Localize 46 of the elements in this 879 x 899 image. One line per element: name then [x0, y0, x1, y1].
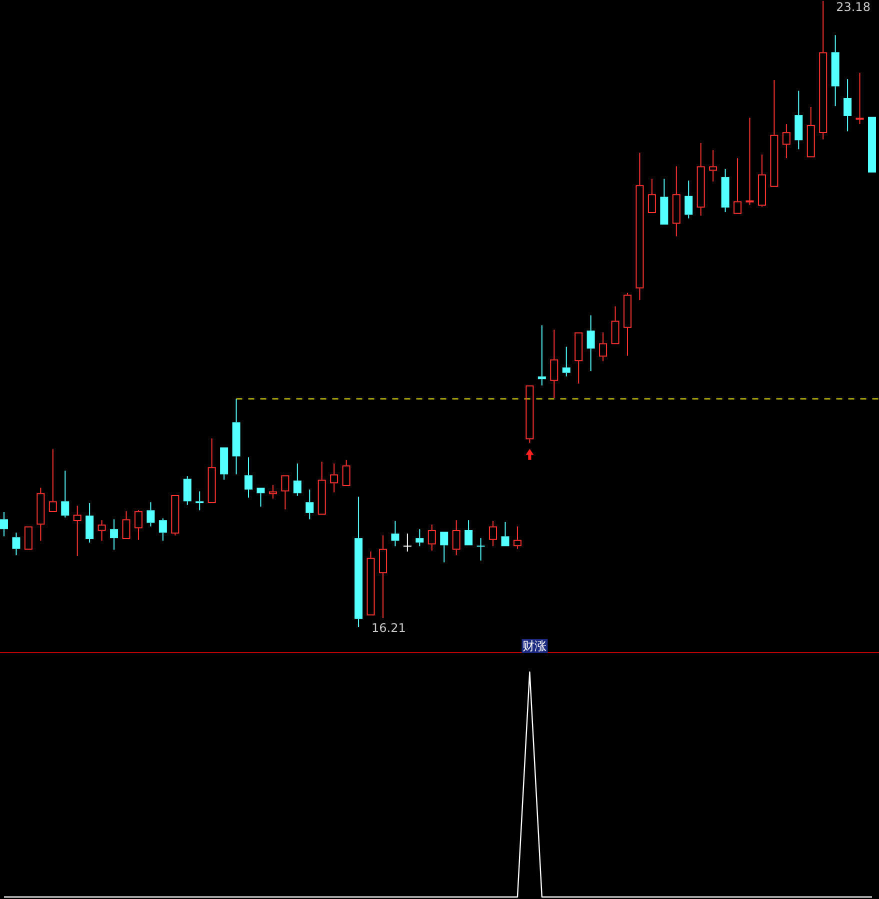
candlestick — [306, 489, 314, 520]
candlestick — [391, 520, 400, 547]
candlestick — [146, 502, 155, 527]
candlestick — [12, 532, 20, 556]
candlestick — [416, 528, 424, 547]
candlestick — [636, 152, 644, 301]
candlestick — [538, 324, 546, 386]
candlestick — [489, 520, 498, 547]
candlestick — [721, 168, 730, 213]
candlestick — [354, 496, 363, 628]
candlestick — [330, 463, 338, 493]
candlestick — [98, 520, 106, 542]
candlestick — [586, 314, 595, 372]
candlestick — [819, 0, 828, 140]
candlestick — [562, 346, 570, 377]
candlestick — [428, 524, 436, 552]
candlestick — [709, 150, 718, 182]
candlestick — [61, 470, 70, 518]
candlestick — [844, 78, 852, 132]
candlestick — [86, 502, 94, 544]
candlestick — [36, 487, 45, 542]
candlestick — [794, 90, 803, 150]
candlestick — [599, 332, 608, 362]
candlestick — [378, 534, 387, 619]
candlestick — [684, 180, 693, 219]
candlestick — [232, 398, 240, 475]
candlestick — [183, 476, 192, 506]
candlestick — [672, 166, 680, 237]
annotation: 23.18 — [836, 0, 870, 14]
candlestick — [244, 456, 253, 498]
candlestick — [293, 463, 302, 496]
annotation: 16.21 — [372, 620, 406, 635]
candlestick — [0, 512, 8, 537]
candlestick — [476, 538, 485, 562]
candlestick — [831, 34, 840, 107]
candlestick — [452, 520, 460, 556]
candlestick — [746, 117, 754, 206]
candlestick — [110, 518, 118, 550]
candlestick — [782, 124, 790, 159]
candlestick — [134, 510, 142, 540]
candlestick — [403, 533, 412, 552]
candlestick — [73, 505, 82, 557]
candlestick — [550, 329, 558, 398]
candlestick — [513, 526, 522, 550]
candlestick — [268, 484, 277, 500]
candlestick — [696, 142, 705, 216]
